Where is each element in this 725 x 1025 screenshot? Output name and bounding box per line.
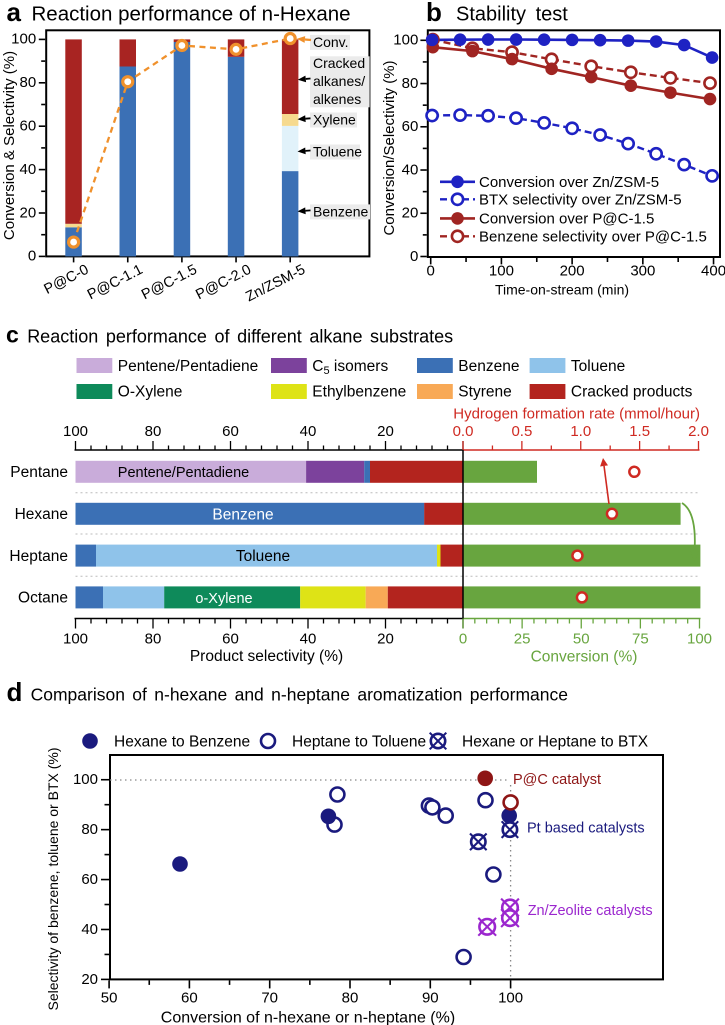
svg-text:1.0: 1.0 (570, 423, 591, 440)
svg-text:Xylene: Xylene (313, 112, 356, 128)
svg-text:Stability test: Stability test (456, 4, 568, 26)
svg-text:C5 isomers: C5 isomers (312, 358, 388, 377)
svg-text:20: 20 (402, 205, 419, 222)
svg-text:60: 60 (81, 871, 98, 888)
svg-text:Reaction performance of n-Hexa: Reaction performance of n-Hexane (32, 3, 351, 26)
svg-text:Product selectivity (%): Product selectivity (%) (190, 648, 343, 665)
svg-text:a: a (7, 0, 22, 27)
svg-text:100: 100 (687, 631, 712, 648)
svg-text:20: 20 (377, 631, 394, 648)
svg-text:Pentane: Pentane (10, 464, 68, 481)
svg-text:400: 400 (701, 263, 725, 280)
svg-text:100: 100 (393, 32, 418, 49)
svg-text:Ethylbenzene: Ethylbenzene (312, 384, 406, 401)
svg-text:Hexane to Benzene: Hexane to Benzene (114, 734, 250, 751)
svg-text:alkanes/: alkanes/ (313, 73, 365, 89)
svg-text:300: 300 (630, 263, 655, 280)
svg-text:Conversion & Selectivity (%): Conversion & Selectivity (%) (1, 51, 18, 240)
svg-text:Heptane to Toluene: Heptane to Toluene (292, 734, 426, 751)
svg-text:Comparison of n-hexane and n-h: Comparison of n-hexane and n-heptane aro… (31, 685, 568, 705)
svg-text:60: 60 (181, 990, 198, 1007)
svg-text:BTX selectivity over Zn/ZSM-5: BTX selectivity over Zn/ZSM-5 (479, 192, 682, 209)
svg-text:d: d (7, 677, 23, 707)
svg-text:0: 0 (427, 263, 435, 280)
svg-text:60: 60 (20, 118, 37, 135)
svg-text:20: 20 (377, 423, 394, 440)
svg-text:Benzene: Benzene (458, 358, 519, 375)
svg-text:Pt based catalysts: Pt based catalysts (527, 821, 645, 837)
svg-text:100: 100 (63, 423, 88, 440)
svg-text:Styrene: Styrene (458, 384, 511, 401)
svg-text:Pentene/Pentadiene: Pentene/Pentadiene (118, 358, 258, 375)
svg-text:80: 80 (342, 990, 359, 1007)
svg-text:75: 75 (632, 631, 649, 648)
svg-text:Time-on-stream (min): Time-on-stream (min) (495, 282, 629, 298)
svg-text:0: 0 (459, 631, 467, 648)
svg-text:alkenes: alkenes (313, 91, 361, 107)
svg-text:50: 50 (573, 631, 590, 648)
svg-text:80: 80 (145, 631, 162, 648)
svg-text:Toluene: Toluene (571, 358, 625, 375)
svg-text:200: 200 (560, 263, 585, 280)
svg-text:100: 100 (489, 263, 514, 280)
svg-text:o-Xylene: o-Xylene (195, 591, 252, 607)
svg-text:2.0: 2.0 (688, 423, 709, 440)
svg-text:80: 80 (81, 821, 98, 838)
svg-text:0: 0 (410, 248, 418, 265)
svg-text:Conversion/Selectivity (%): Conversion/Selectivity (%) (381, 60, 398, 235)
svg-text:Hydrogen formation rate (mmol/: Hydrogen formation rate (mmol/hour) (453, 406, 700, 423)
svg-text:c: c (6, 322, 19, 348)
svg-text:Cracked: Cracked (313, 55, 365, 71)
svg-text:60: 60 (402, 118, 419, 135)
svg-text:Reaction performance of differ: Reaction performance of different alkane… (27, 327, 453, 347)
svg-text:Octane: Octane (18, 590, 68, 607)
svg-text:b: b (426, 0, 442, 27)
svg-text:50: 50 (101, 990, 118, 1007)
svg-text:Hexane or Heptane to BTX: Hexane or Heptane to BTX (462, 734, 649, 751)
svg-text:Benzene: Benzene (313, 203, 368, 219)
svg-text:Conversion (%): Conversion (%) (531, 649, 638, 666)
svg-text:90: 90 (422, 990, 439, 1007)
svg-text:Benzene selectivity over P@C-1: Benzene selectivity over P@C-1.5 (479, 229, 707, 246)
svg-text:Pentene/Pentadiene: Pentene/Pentadiene (118, 465, 249, 481)
svg-text:100: 100 (73, 771, 98, 788)
svg-text:1.5: 1.5 (629, 423, 650, 440)
svg-text:0.0: 0.0 (453, 423, 474, 440)
svg-text:Toluene: Toluene (236, 548, 290, 565)
svg-text:60: 60 (222, 631, 239, 648)
svg-text:Conversion of n-hexane or n-he: Conversion of n-hexane or n-heptane (%) (161, 1010, 455, 1025)
svg-text:80: 80 (145, 423, 162, 440)
svg-text:Selectivity of benzene, toluen: Selectivity of benzene, toluene or BTX (… (45, 747, 61, 1010)
svg-text:Cracked products: Cracked products (571, 384, 693, 401)
svg-text:40: 40 (20, 161, 37, 178)
svg-text:Heptane: Heptane (9, 548, 68, 565)
svg-text:100: 100 (11, 31, 36, 48)
svg-text:0: 0 (28, 248, 36, 265)
svg-text:40: 40 (402, 161, 419, 178)
svg-text:20: 20 (20, 204, 37, 221)
svg-text:80: 80 (20, 74, 37, 91)
svg-text:40: 40 (300, 631, 317, 648)
svg-text:P@C catalyst: P@C catalyst (513, 772, 601, 788)
svg-text:40: 40 (81, 921, 98, 938)
svg-text:Benzene: Benzene (212, 507, 273, 524)
svg-text:100: 100 (498, 990, 523, 1007)
svg-text:60: 60 (222, 423, 239, 440)
svg-text:Toluene: Toluene (313, 144, 362, 160)
svg-text:20: 20 (81, 971, 98, 988)
svg-text:Zn/Zeolite catalysts: Zn/Zeolite catalysts (528, 903, 653, 919)
svg-text:25: 25 (514, 631, 531, 648)
svg-text:40: 40 (300, 423, 317, 440)
svg-text:Conversion over Zn/ZSM-5: Conversion over Zn/ZSM-5 (479, 174, 659, 191)
svg-text:100: 100 (63, 631, 88, 648)
svg-text:Conversion over P@C-1.5: Conversion over P@C-1.5 (479, 211, 654, 228)
svg-text:70: 70 (261, 990, 278, 1007)
svg-text:0.5: 0.5 (511, 423, 532, 440)
svg-text:Hexane: Hexane (15, 506, 68, 523)
svg-text:Conv.: Conv. (313, 34, 349, 50)
svg-text:80: 80 (402, 75, 419, 92)
svg-text:O-Xylene: O-Xylene (118, 384, 183, 401)
